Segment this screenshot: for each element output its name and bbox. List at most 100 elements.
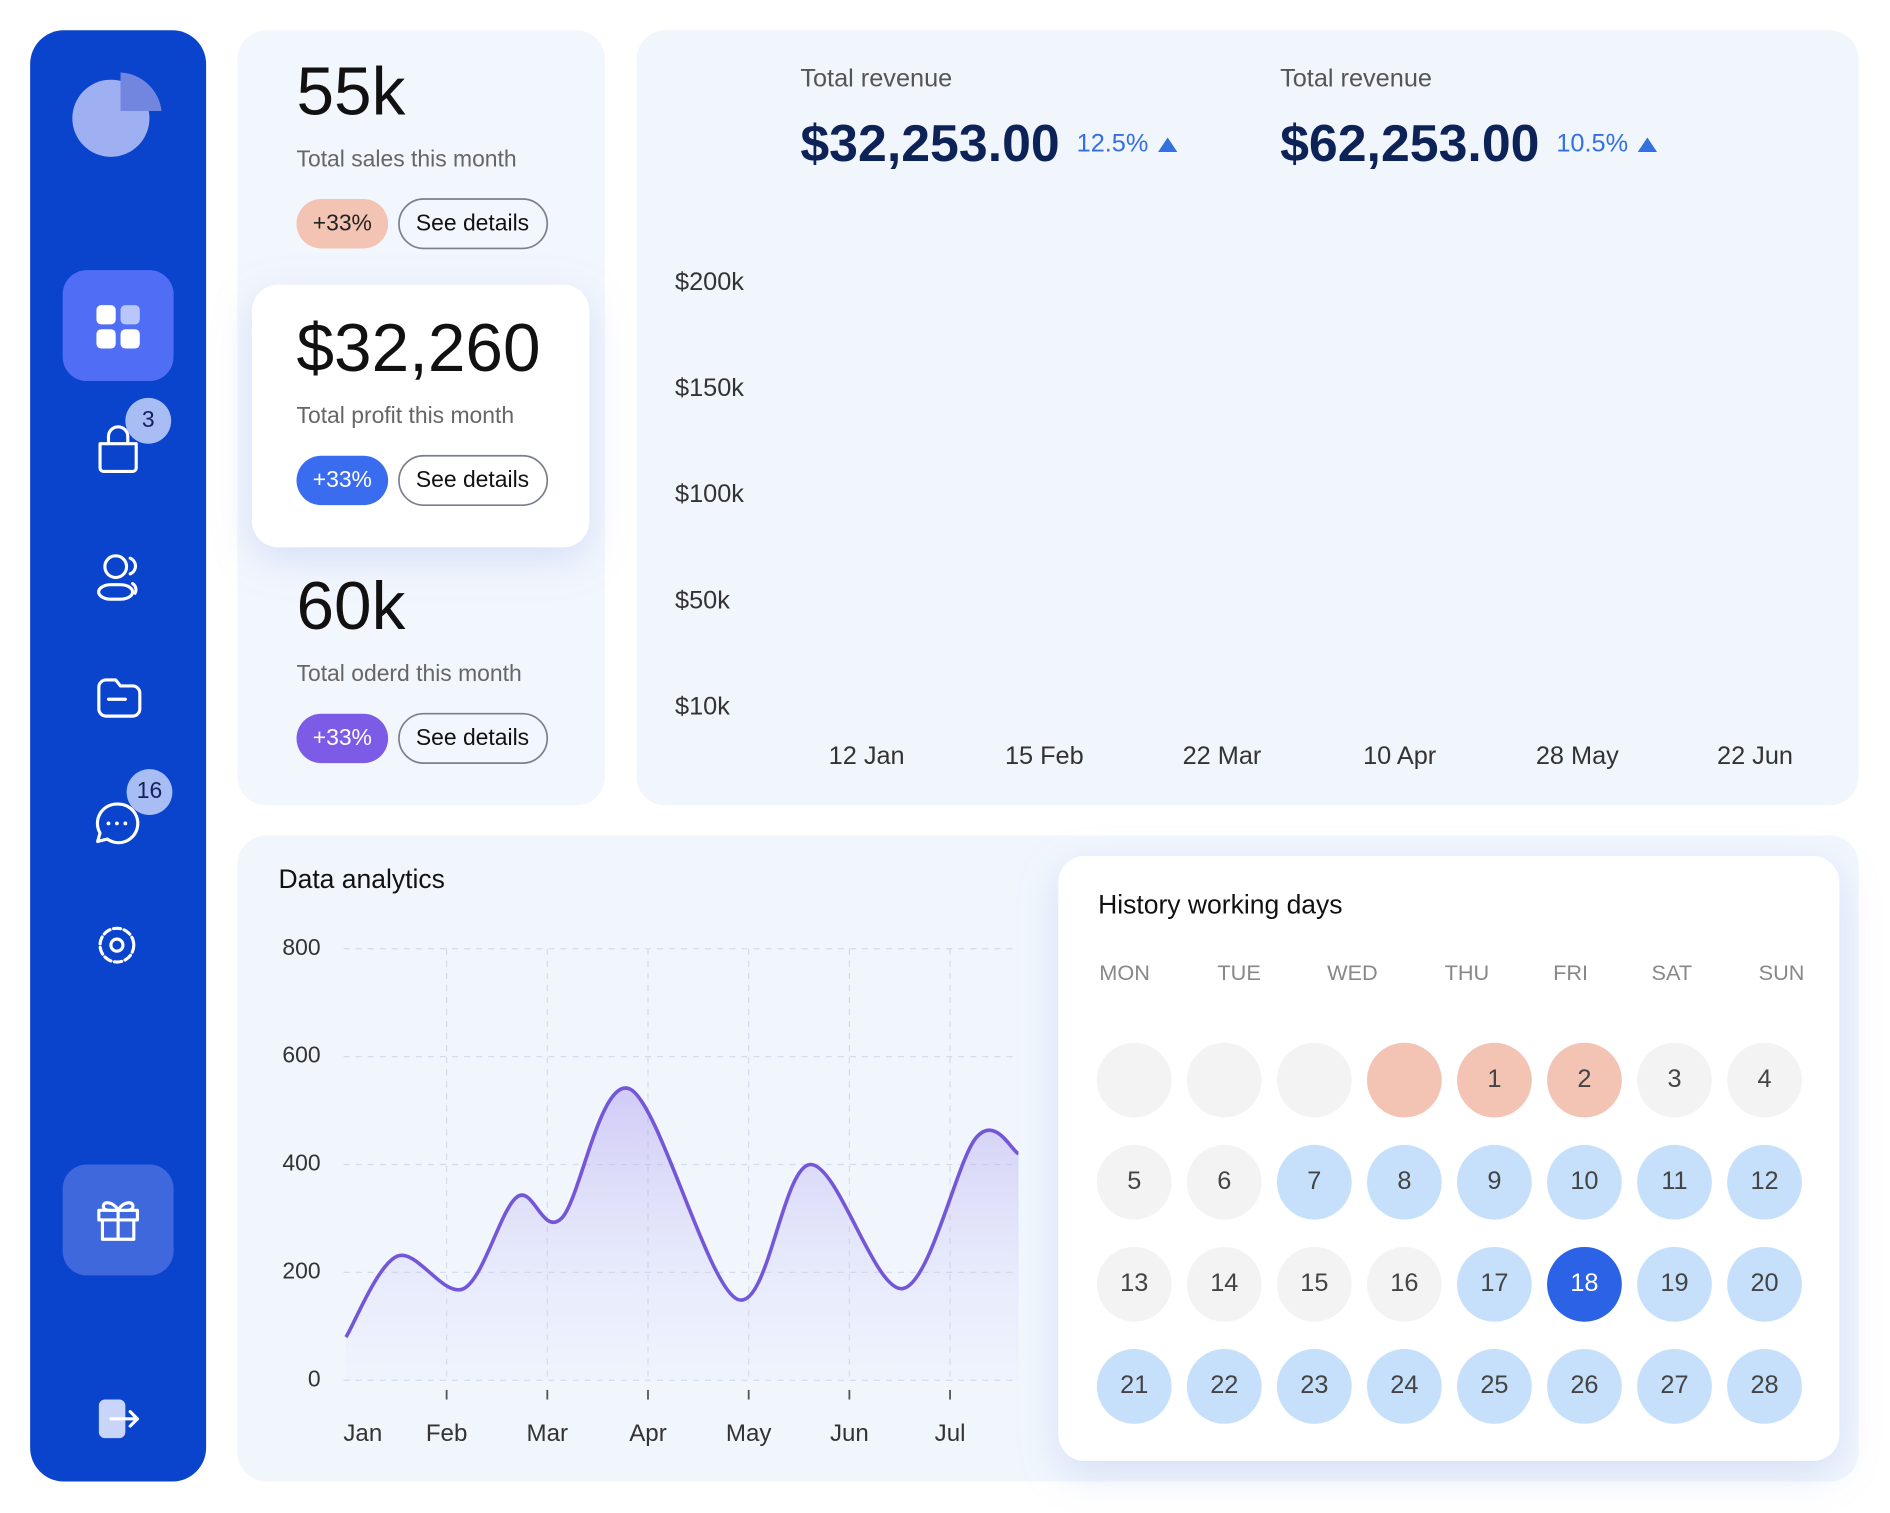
day-cell[interactable] [1727,1144,1802,1220]
stat-value: $32,260 [297,311,541,386]
day-number: 26 [1570,1371,1598,1399]
see-details-button[interactable] [398,198,549,250]
weekday: SAT [1652,960,1693,985]
day-number: 23 [1300,1371,1328,1399]
day-cell[interactable] [1547,1144,1622,1220]
day-number: 18 [1570,1269,1598,1297]
day-number: 22 [1210,1371,1238,1399]
revenue-x-label: 28 May [1536,742,1619,770]
stat-badge [296,455,389,506]
dashboard-icon [120,305,140,325]
day-cell[interactable] [1096,1042,1172,1118]
y-tick-label: 400 [282,1150,320,1176]
chat-dot [123,821,128,826]
day-cell[interactable] [1637,1144,1712,1220]
settings-core [109,937,125,953]
day-cell[interactable] [1186,1144,1262,1220]
day-number: 8 [1397,1167,1411,1195]
stat-value: 55k [297,54,406,129]
day-cell[interactable] [1366,1246,1442,1322]
see-details-text[interactable]: See details [416,466,529,492]
day-cell[interactable] [1276,1144,1352,1220]
x-tick-label: Jan [343,1420,382,1447]
day-cell[interactable] [1457,1042,1532,1118]
badge [126,769,173,815]
day-number: 1 [1487,1065,1501,1093]
gift-icon [97,1201,139,1241]
day-cell[interactable] [1547,1349,1622,1424]
stat-label: Total oderd this month [297,660,522,686]
see-details-text[interactable]: See details [416,724,529,750]
day-cell[interactable] [1366,1042,1442,1118]
day-number: 15 [1300,1269,1328,1297]
stat-badge-text: +33% [313,724,372,750]
chat-icon[interactable] [95,802,140,845]
revenue-change: 12.5% [1077,129,1149,157]
day-cell[interactable] [1637,1042,1712,1118]
day-cell[interactable] [1366,1349,1442,1424]
day-cell[interactable] [1727,1042,1802,1118]
day-cell[interactable] [1457,1144,1532,1220]
day-number: 25 [1480,1371,1508,1399]
y-tick-label: 600 [282,1042,320,1068]
day-number: 21 [1120,1371,1148,1399]
revenue-x-label: 12 Jan [829,742,905,770]
day-cell[interactable] [1276,1042,1352,1118]
day-cell[interactable] [1276,1246,1352,1322]
badge-count: 16 [137,777,162,803]
x-tick-label: Jul [935,1420,966,1447]
revenue-y-label: $200k [675,268,744,296]
day-cell[interactable] [1637,1246,1712,1322]
day-cell[interactable] [1186,1349,1262,1424]
day-number: 12 [1750,1167,1778,1195]
day-cell[interactable] [1637,1349,1712,1424]
day-number: 13 [1120,1269,1148,1297]
revenue-amount: $32,253.00 [800,114,1059,172]
bag-icon[interactable] [98,425,138,473]
day-cell[interactable] [1096,1246,1172,1322]
stat-label: Total sales this month [297,145,517,171]
logo-slice [120,72,162,112]
revenue-label: Total revenue [1280,64,1432,92]
day-number: 28 [1750,1371,1778,1399]
see-details-button[interactable] [398,712,549,764]
weekday: MON [1099,960,1150,985]
revenue-x-label: 22 Mar [1183,742,1262,770]
day-cell[interactable] [1457,1349,1532,1424]
users-icon[interactable] [97,554,138,601]
folder-icon[interactable] [97,678,142,718]
y-tick-label: 0 [308,1365,321,1391]
day-cell[interactable] [1547,1042,1622,1118]
day-cell[interactable] [1276,1349,1352,1424]
nav-active[interactable] [62,270,174,382]
day-cell[interactable] [1096,1144,1172,1220]
see-details-button[interactable] [398,454,549,507]
chart-title: Data analytics [278,864,444,894]
day-number: 9 [1487,1167,1501,1195]
revenue-x-label: 22 Jun [1717,742,1793,770]
day-cell[interactable] [1547,1246,1622,1322]
day-number: 14 [1210,1269,1238,1297]
day-cell[interactable] [1457,1246,1532,1322]
day-cell[interactable] [1727,1246,1802,1322]
settings-icon[interactable] [98,926,136,964]
y-tick-label: 800 [282,934,320,960]
revenue-y-label: $100k [675,480,744,508]
day-cell[interactable] [1186,1042,1262,1118]
day-cell[interactable] [1366,1144,1442,1220]
line-area [345,1088,1019,1381]
revenue-y-label: $50k [675,586,730,614]
see-details-text[interactable]: See details [416,209,529,235]
sidebar [30,30,207,1482]
day-cell[interactable] [1186,1246,1262,1322]
x-tick-label: May [726,1420,772,1447]
weekday: SUN [1759,960,1805,985]
dashboard-icon [96,329,116,349]
day-cell[interactable] [1727,1349,1802,1424]
day-number: 4 [1757,1065,1771,1093]
up-arrow [1637,137,1658,153]
x-tick-label: Feb [426,1420,468,1447]
day-cell[interactable] [1096,1349,1172,1424]
stat-badge [296,199,389,249]
